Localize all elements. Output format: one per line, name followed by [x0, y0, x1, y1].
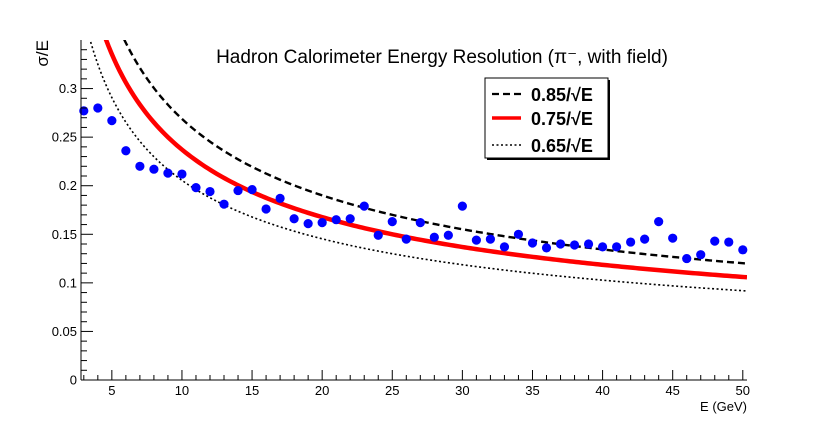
- x-tick-label: 45: [665, 383, 679, 398]
- data-point: [275, 193, 285, 203]
- x-tick-label: 30: [455, 383, 469, 398]
- data-point: [191, 183, 201, 193]
- data-point: [429, 232, 439, 242]
- chart-title: Hadron Calorimeter Energy Resolution (π⁻…: [216, 47, 668, 68]
- data-point: [345, 214, 355, 224]
- data-point: [135, 161, 145, 171]
- x-tick-label: 15: [245, 383, 259, 398]
- data-points: [79, 103, 748, 264]
- data-point: [738, 245, 748, 255]
- data-point: [457, 201, 467, 211]
- y-tick-label: 0.05: [52, 324, 77, 339]
- x-tick-label: 40: [595, 383, 609, 398]
- y-tick-label: 0.2: [59, 178, 77, 193]
- data-point: [93, 103, 103, 113]
- data-point: [303, 219, 313, 229]
- data-point: [261, 204, 271, 214]
- data-point: [149, 164, 159, 174]
- data-point: [247, 185, 257, 195]
- data-point: [597, 242, 608, 252]
- legend-label: 0.75/√E: [531, 109, 593, 129]
- x-tick-label: 20: [315, 383, 329, 398]
- data-point: [121, 146, 131, 156]
- data-point: [541, 243, 552, 253]
- y-tick-label: 0.3: [59, 81, 77, 96]
- data-point: [485, 234, 496, 244]
- legend-box-shadow-right: [608, 80, 610, 160]
- data-point: [626, 237, 636, 247]
- legend-box-shadow-bottom: [487, 158, 610, 160]
- data-point: [373, 230, 383, 240]
- x-tick-label: 35: [525, 383, 539, 398]
- x-axis-label: E (GeV): [700, 399, 747, 414]
- data-point: [415, 218, 425, 228]
- data-point: [233, 185, 243, 196]
- data-point: [640, 234, 650, 244]
- data-point: [499, 242, 510, 252]
- data-point: [205, 186, 215, 197]
- x-tick-label: 50: [736, 383, 750, 398]
- data-point: [107, 116, 117, 126]
- legend-label: 0.85/√E: [531, 85, 593, 105]
- data-point: [387, 217, 397, 227]
- legend-label: 0.65/√E: [531, 136, 593, 156]
- x-tick-label: 10: [175, 383, 189, 398]
- data-point: [724, 237, 734, 247]
- fit-curves: [89, 40, 747, 292]
- data-point: [527, 238, 538, 248]
- data-point: [710, 236, 720, 246]
- data-point: [654, 217, 664, 227]
- data-point: [359, 201, 369, 211]
- data-point: [555, 239, 566, 249]
- data-point: [219, 199, 229, 209]
- legend: 0.85/√E 0.75/√E 0.65/√E: [484, 77, 610, 160]
- curve-dotted: [89, 40, 747, 292]
- y-axis-label: σ/E: [33, 40, 52, 67]
- data-point: [163, 168, 173, 178]
- curve-dashed: [123, 40, 747, 265]
- data-point: [401, 234, 411, 244]
- data-point: [696, 250, 706, 260]
- data-point: [569, 240, 580, 250]
- data-point: [471, 235, 481, 245]
- data-point: [289, 214, 299, 224]
- data-point: [331, 215, 341, 225]
- data-point: [583, 239, 594, 249]
- data-point: [443, 230, 453, 240]
- data-point: [317, 218, 327, 228]
- y-tick-label: 0.25: [52, 130, 77, 145]
- y-tick-label: 0.15: [52, 227, 77, 242]
- data-point: [177, 169, 187, 179]
- axes: 5 10 15 20 25 30 35 40 45 50 0 0.05 0.1 0.15 0.2 0.25 0.…: [52, 40, 750, 398]
- data-point: [513, 229, 524, 239]
- y-tick-label: 0: [70, 373, 77, 388]
- data-point: [668, 233, 678, 243]
- x-tick-label: 5: [108, 383, 115, 398]
- data-point: [682, 253, 692, 264]
- data-point: [612, 242, 622, 252]
- y-tick-label: 0.1: [59, 275, 77, 290]
- x-tick-label: 25: [385, 383, 399, 398]
